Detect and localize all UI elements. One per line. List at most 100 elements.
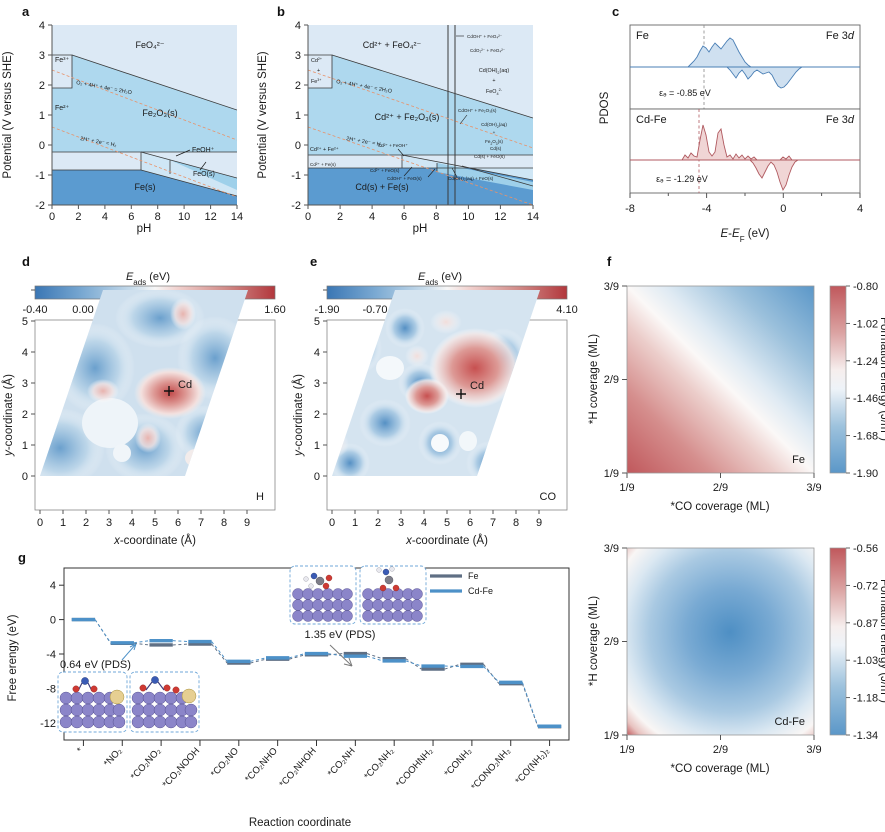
ytick: 3	[22, 378, 28, 390]
o-atom	[392, 584, 400, 592]
cd-atom	[181, 688, 197, 704]
xtick: 2/9	[713, 744, 728, 756]
panel-b-region-cd-fe2: Cd²⁺ + Fe²⁺	[310, 147, 339, 153]
panel-g-label: g	[18, 550, 26, 565]
xtick-label: *CO₂NO₂	[129, 745, 164, 782]
panel-f-lower-xticks: 1/9 2/9 3/9	[619, 735, 822, 756]
panel-b-hydrogen-line	[308, 126, 533, 205]
ytick: 2	[22, 409, 28, 421]
panel-b-region-cdoh2-feo4: Cd(OH)2(aq) + FeO42-	[479, 68, 509, 96]
xtick: 1	[352, 517, 358, 529]
panel-b-region-cd-fe2o3: Cd²⁺ + Fe₂O₃(s)	[375, 112, 440, 122]
panel-c-cdfe-dband-label: εₔ = -1.29 eV	[656, 174, 708, 184]
ytick: 0	[39, 140, 45, 152]
energy-connector	[483, 666, 500, 683]
panel-a-region-feoh: FeOH⁺	[192, 147, 215, 154]
panel-b-plot-area	[308, 25, 533, 205]
panel-f-cdfe-system-label: Cd-Fe	[774, 716, 805, 728]
panel-f-fe-heatmap	[626, 285, 815, 474]
c-atom	[315, 576, 325, 586]
panel-e-xticks: 0 1 2 3 4 5 6 7 8 9	[329, 510, 542, 529]
xtick: -4	[702, 203, 712, 215]
ytick: 4	[22, 347, 28, 359]
panel-f-upper-cbar-label: Formation energy (J/m2)	[878, 317, 885, 441]
panel-d-xticks: 0 1 2 3 4 5 6 7 8 9	[37, 510, 250, 529]
cbar-tick: -1.34	[853, 730, 878, 742]
energy-connector	[94, 619, 112, 644]
xtick: 2	[337, 211, 343, 223]
panel-g-pds-annotation-cdfe: 0.64 eV (PDS)	[60, 659, 131, 671]
svg-text:FeO42-: FeO42-	[486, 88, 503, 96]
cbar-tick: 0.00	[72, 304, 93, 316]
panel-a-region-fe2: Fe²⁺	[55, 105, 70, 112]
xtick: 8	[155, 211, 161, 223]
xtick: 8	[513, 517, 519, 529]
panel-c: c PDOS E-EF (eV) Fe Fe 3d εₔ = -0.85 eV …	[590, 0, 885, 245]
xtick: 2	[83, 517, 89, 529]
xtick-label: *COOHNH₂	[394, 745, 436, 789]
xtick: 12	[494, 211, 506, 223]
panel-d: d	[0, 248, 290, 548]
panel-c-label: c	[612, 4, 620, 19]
panel-f-cdfe-colorbar	[829, 547, 847, 736]
panel-b-region-cdoh-fe2o3: CdOH⁺ + Fe₂O₃(s)	[458, 108, 497, 113]
cbar-tick: -1.24	[853, 356, 878, 368]
fe-dos-down	[725, 66, 860, 89]
energy-connector	[521, 682, 539, 727]
panel-f-lower-cbar-label: Formation energy (J/m2)	[878, 579, 885, 703]
ytick: 4	[295, 20, 301, 32]
o-atom	[379, 584, 387, 592]
h-atom	[303, 576, 309, 582]
ytick: 1	[314, 440, 320, 452]
panel-e-xlabel: x-coordinate (Å)	[405, 534, 488, 547]
svg-text:Fe3+: Fe3+	[311, 78, 321, 85]
xtick: 0	[305, 211, 311, 223]
energy-connector	[133, 642, 150, 646]
panel-a-xlabel: pH	[137, 223, 152, 235]
pds-arrow-fe	[329, 644, 353, 667]
ytick: 0	[22, 471, 28, 483]
xtick: 7	[198, 517, 204, 529]
o-atom	[90, 685, 98, 693]
panel-b-region-cdoh-feo: CdOH⁺ + FeO(s)	[387, 176, 422, 181]
xtick: 5	[152, 517, 158, 529]
energy-connector	[289, 653, 305, 659]
panel-g-xticks: * *NO₂ *CO₂NO₂*CO₂NOOH *CO₂NO *CO₂NHO*CO₂NHO…	[75, 740, 552, 793]
panel-b-region-cd-feo: Cd²⁺ + FeO(s)	[370, 168, 400, 173]
panel-c-cdfe-system-label: Cd-Fe	[636, 114, 667, 126]
panel-a-label: a	[22, 4, 30, 19]
panel-c-fe-dband-label: εₔ = -0.85 eV	[659, 88, 711, 98]
panel-a-region-feo4: FeO₄²⁻	[136, 40, 165, 50]
panel-f-lower-yticks: 1/9 2/9 3/9	[604, 543, 627, 742]
cbar-tick: -0.56	[853, 543, 878, 555]
xtick: 9	[536, 517, 542, 529]
energy-connector	[289, 654, 305, 660]
cbar-tick: -1.68	[853, 431, 878, 443]
cbar-tick: -1.02	[853, 318, 878, 330]
h-atom	[389, 566, 395, 572]
energy-connector	[366, 653, 383, 660]
xtick: 0	[780, 203, 786, 215]
panel-g-inset-left	[57, 671, 200, 733]
panel-b-region-cds-feo: Cd(s) + FeO(s)	[474, 154, 505, 159]
ytick: 2	[39, 80, 45, 92]
xtick: 4	[102, 211, 108, 223]
energy-connector	[211, 641, 228, 662]
panel-d-adsorbate-label: H	[256, 491, 264, 503]
xtick: 3/9	[806, 482, 821, 494]
panel-b: b Potential (V versus SHE) pH	[252, 0, 552, 240]
panel-f-upper-xticks: 1/9 2/9 3/9	[619, 473, 822, 494]
panel-b-oxygen-line	[308, 69, 533, 149]
panel-e-adsorbate-label: CO	[540, 491, 557, 503]
ytick: 2	[295, 80, 301, 92]
panel-e-yticks: 0 1 2 3 4 5	[314, 289, 327, 483]
xtick-label: *CO₂NHOH	[277, 746, 318, 790]
xtick: 0	[329, 517, 335, 529]
ytick: 5	[22, 316, 28, 328]
panel-f-lower-xlabel: *CO coverage (ML)	[670, 763, 769, 775]
ytick: -4	[46, 649, 56, 661]
xtick: 9	[244, 517, 250, 529]
panel-a-oxygen-line	[52, 69, 237, 141]
ytick: 0	[314, 471, 320, 483]
xtick: 8	[221, 517, 227, 529]
